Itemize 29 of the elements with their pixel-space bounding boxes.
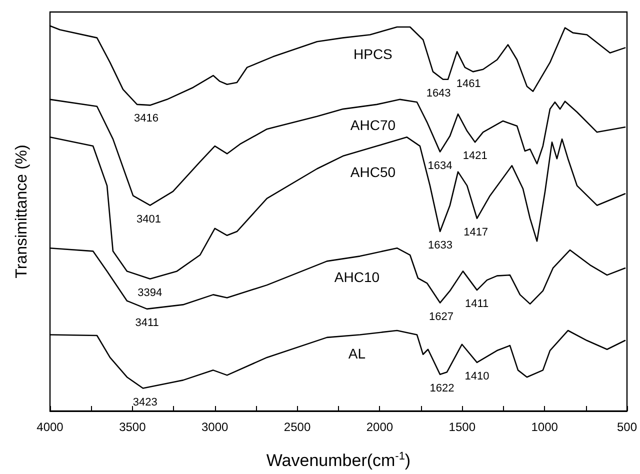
annotation: 1622	[430, 382, 454, 394]
annotation: 3394	[138, 286, 162, 299]
annotation: 1627	[428, 310, 454, 323]
x-tick-label: 1500	[448, 420, 476, 434]
x-tick-label: 500	[616, 420, 638, 434]
x-tick-label: 4000	[36, 420, 64, 434]
annotation: 3401	[136, 213, 161, 226]
series-label: AHC70	[350, 117, 396, 134]
series-label: HPCS	[353, 46, 392, 62]
x-tick-label: 2000	[366, 420, 394, 434]
annotation: 1410	[464, 370, 490, 382]
x-tick-label: 2500	[284, 420, 311, 434]
series-label: AHC10	[334, 269, 380, 286]
annotation: 1634	[428, 160, 452, 172]
series-label: AHC50	[350, 164, 396, 180]
x-tick-label: 1000	[531, 420, 558, 434]
x-tick-label: 3000	[202, 420, 229, 434]
annotation: 1461	[456, 78, 481, 90]
annotation: 3416	[134, 112, 159, 124]
annotation: 1417	[464, 226, 488, 238]
annotation: 3423	[132, 396, 158, 408]
annotation: 1633	[428, 240, 452, 252]
annotation: 1643	[426, 87, 451, 100]
annotation: 1421	[462, 150, 488, 162]
annotation: 3411	[135, 316, 159, 329]
x-tick-label: 3500	[119, 420, 146, 434]
series-label: AL	[348, 345, 366, 362]
y-axis-title: Transimittance (%)	[14, 144, 30, 278]
annotation: 1411	[464, 298, 489, 310]
